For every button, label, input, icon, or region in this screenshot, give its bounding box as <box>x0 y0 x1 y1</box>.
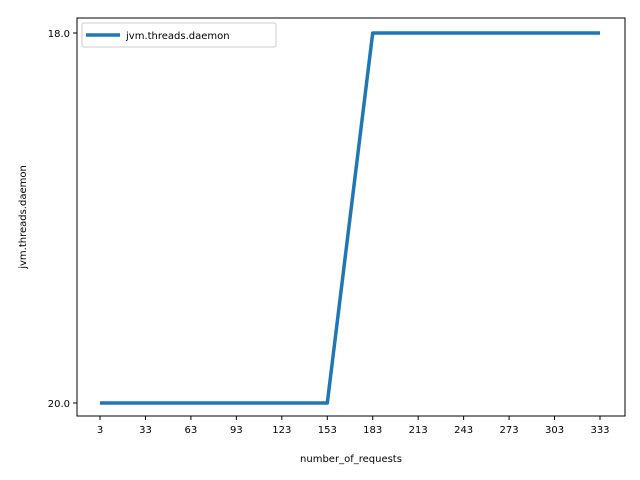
x-tick-label: 303 <box>545 425 564 436</box>
x-tick-label: 333 <box>590 425 609 436</box>
x-axis-label: number_of_requests <box>300 454 402 465</box>
x-tick-label: 213 <box>409 425 428 436</box>
x-tick-label: 153 <box>318 425 337 436</box>
y-axis: 20.0 18.0 <box>48 29 77 410</box>
legend: jvm.threads.daemon <box>81 22 277 48</box>
axes-frame <box>76 17 626 417</box>
y-axis-label: jvm.threads.daemon <box>18 165 29 270</box>
x-axis: 3 33 63 93 123 153 183 213 243 273 303 333 <box>97 416 610 436</box>
y-tick-label: 20.0 <box>48 399 70 410</box>
legend-box <box>81 22 277 48</box>
x-tick-label: 93 <box>230 425 243 436</box>
legend-label: jvm.threads.daemon <box>125 31 230 42</box>
y-tick-label: 18.0 <box>48 29 70 40</box>
x-tick-label: 3 <box>97 425 103 436</box>
x-tick-label: 63 <box>185 425 198 436</box>
x-tick-label: 183 <box>363 425 382 436</box>
x-tick-label: 33 <box>139 425 152 436</box>
x-tick-label: 123 <box>272 425 291 436</box>
series-line-jvm-threads-daemon <box>100 31 600 405</box>
plot-area <box>100 31 600 405</box>
x-tick-label: 273 <box>500 425 519 436</box>
x-tick-label: 243 <box>454 425 473 436</box>
